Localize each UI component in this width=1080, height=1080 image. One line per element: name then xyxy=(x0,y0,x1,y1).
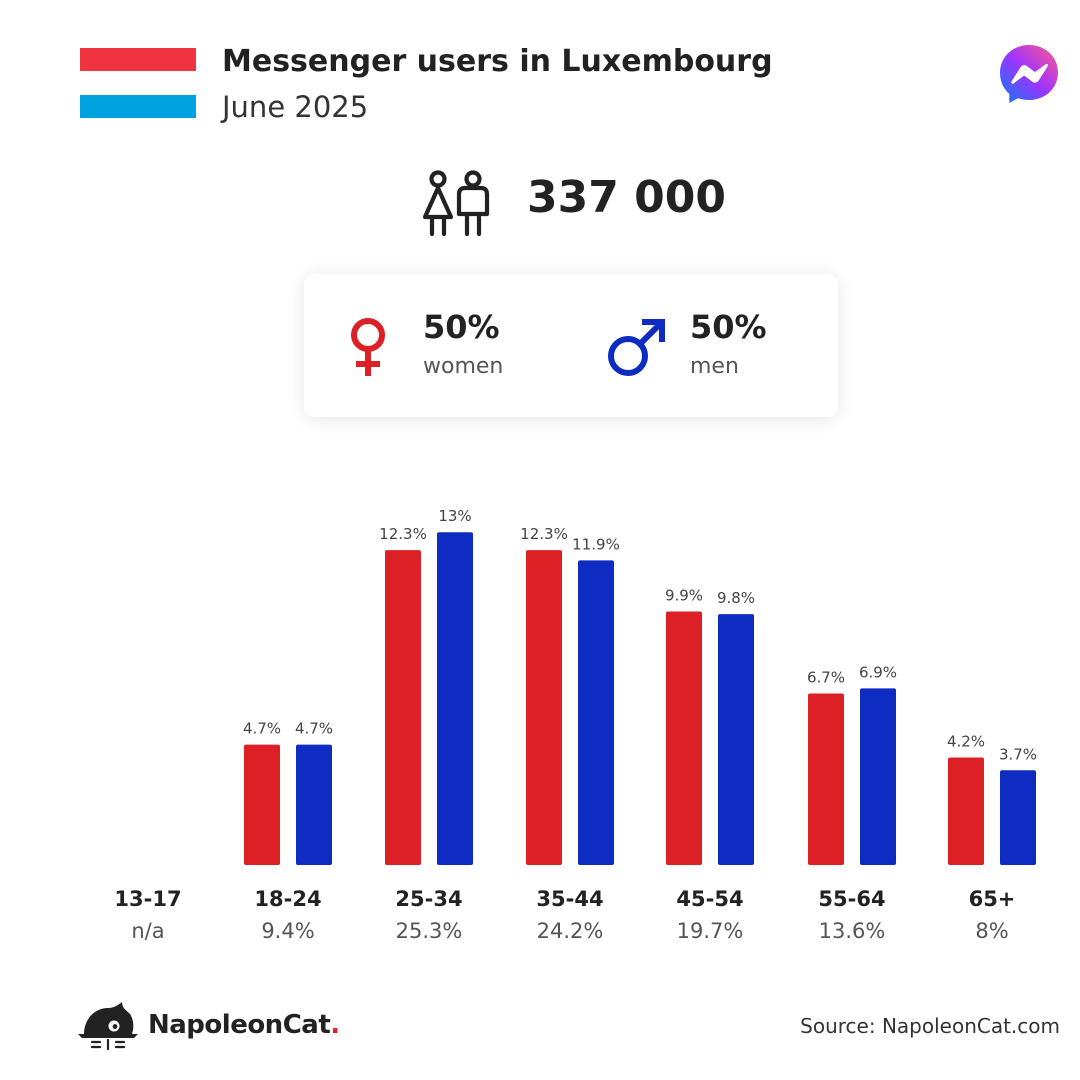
bar-men-35-44 xyxy=(578,560,614,865)
bar-label-women-18-24: 4.7% xyxy=(243,720,281,738)
category-total-18-24: 9.4% xyxy=(261,919,314,943)
age-gender-bar-chart: 13-17 n/a 4.7% 4.7% 18-24 9.4% 12.3% 13% 25-34 25… xyxy=(114,507,1037,943)
men-percentage: 50% xyxy=(690,308,767,346)
people-icon xyxy=(422,170,490,237)
bar-women-45-54 xyxy=(666,611,702,865)
brand-name: NapoleonCat. xyxy=(148,1010,340,1040)
category-label-45-54: 45-54 xyxy=(676,887,743,911)
category-total-65+: 8% xyxy=(975,919,1008,943)
category-label-13-17: 13-17 xyxy=(114,887,181,911)
bar-women-35-44 xyxy=(526,550,562,865)
bar-label-men-25-34: 13% xyxy=(438,507,471,525)
bar-women-25-34 xyxy=(385,550,421,865)
bar-label-women-65+: 4.2% xyxy=(947,732,985,750)
category-total-55-64: 13.6% xyxy=(819,919,886,943)
category-total-45-54: 19.7% xyxy=(677,919,744,943)
category-total-35-44: 24.2% xyxy=(537,919,604,943)
category-label-65+: 65+ xyxy=(969,887,1016,911)
bar-women-65+ xyxy=(948,757,984,865)
page-title: Messenger users in Luxembourg xyxy=(222,44,773,79)
men-label: men xyxy=(690,354,739,379)
flag-stripe-white xyxy=(80,71,196,95)
category-label-55-64: 55-64 xyxy=(818,887,885,911)
bar-label-men-45-54: 9.8% xyxy=(717,589,755,607)
category-total-13-17: n/a xyxy=(131,919,164,943)
bar-label-women-55-64: 6.7% xyxy=(807,668,845,686)
female-symbol-icon xyxy=(351,318,385,376)
page-subtitle: June 2025 xyxy=(222,90,369,124)
bar-label-women-25-34: 12.3% xyxy=(379,525,427,543)
bar-label-men-55-64: 6.9% xyxy=(859,663,897,681)
bar-label-women-45-54: 9.9% xyxy=(665,587,703,605)
napoleoncat-logo-icon xyxy=(78,1002,138,1051)
bar-men-45-54 xyxy=(718,614,754,865)
category-label-35-44: 35-44 xyxy=(536,887,603,911)
brand-name-text: NapoleonCat xyxy=(148,1010,331,1040)
luxembourg-flag-icon xyxy=(80,48,196,119)
flag-stripe-red xyxy=(80,48,196,72)
bar-label-men-18-24: 4.7% xyxy=(295,720,333,738)
women-label: women xyxy=(423,354,504,379)
bar-label-men-65+: 3.7% xyxy=(999,745,1037,763)
bar-women-18-24 xyxy=(244,744,280,865)
bar-men-18-24 xyxy=(296,744,332,865)
category-label-18-24: 18-24 xyxy=(254,887,321,911)
bar-women-55-64 xyxy=(808,693,844,865)
women-percentage: 50% xyxy=(423,308,500,346)
bar-label-women-35-44: 12.3% xyxy=(520,525,568,543)
bar-men-25-34 xyxy=(437,532,473,865)
bar-label-men-35-44: 11.9% xyxy=(572,535,620,553)
source-credit: Source: NapoleonCat.com xyxy=(800,1014,1060,1038)
flag-stripe-blue xyxy=(80,94,196,119)
category-label-25-34: 25-34 xyxy=(395,887,462,911)
bar-men-55-64 xyxy=(860,688,896,865)
brand-dot: . xyxy=(330,1010,340,1040)
messenger-logo-icon xyxy=(1000,45,1058,103)
gender-split-card xyxy=(304,274,838,417)
category-total-25-34: 25.3% xyxy=(396,919,463,943)
total-users-value: 337 000 xyxy=(527,172,727,223)
male-symbol-icon xyxy=(608,319,665,376)
bar-men-65+ xyxy=(1000,770,1036,865)
